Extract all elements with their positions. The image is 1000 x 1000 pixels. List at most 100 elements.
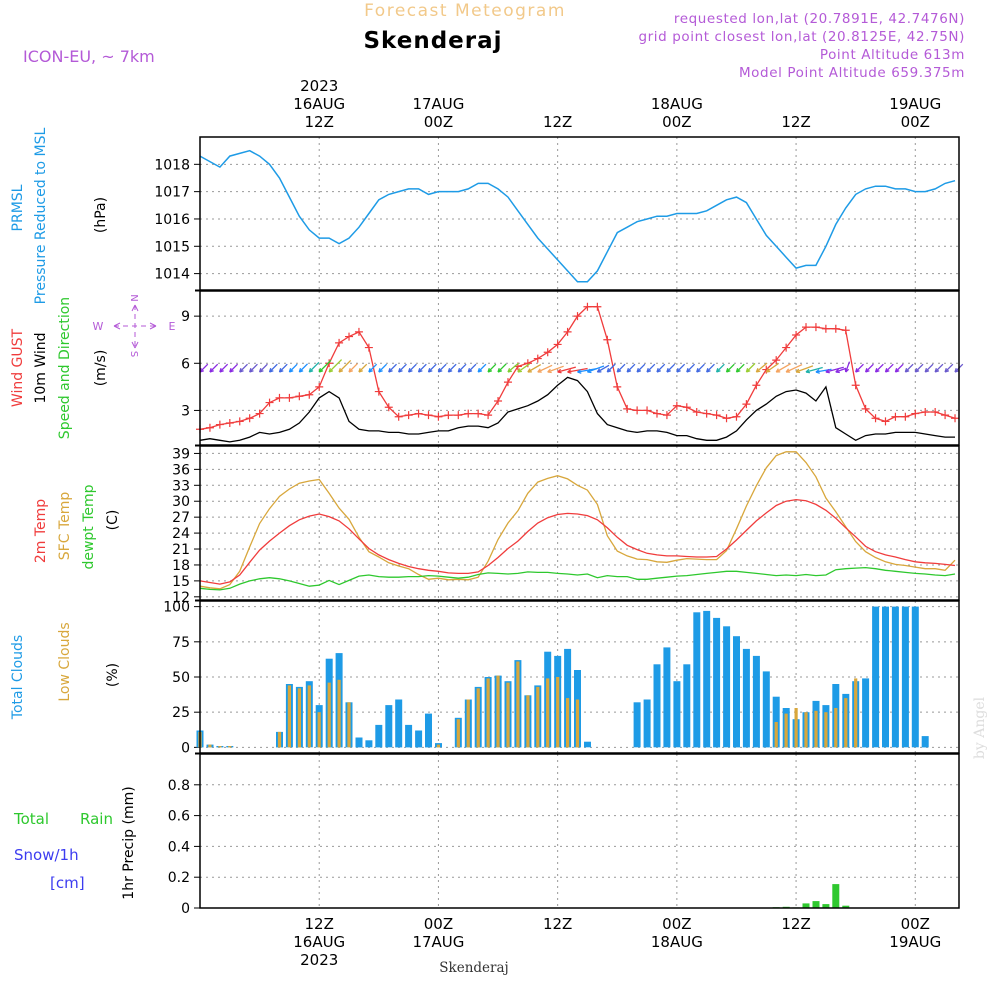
wind-barb-shaft [547, 365, 564, 373]
y-tick-label: 25 [172, 705, 190, 721]
gust-marker [265, 398, 274, 407]
wind-barb-shaft [785, 363, 803, 373]
wind-barb-shaft [408, 363, 417, 373]
gust-marker [901, 412, 910, 421]
y-tick-label: 15 [172, 574, 190, 590]
cloud-side-labels: Total Clouds Low Clouds (%) [10, 622, 121, 720]
wind-barb-shaft [269, 363, 278, 373]
wind-barb [437, 363, 447, 373]
wind-barb-shaft [765, 362, 780, 373]
wind-barb-head [288, 368, 294, 373]
gust-marker [931, 408, 940, 416]
gust-marker [583, 302, 592, 311]
wind-barb-shaft [338, 359, 352, 373]
wind-barb-head [785, 368, 791, 373]
low-cloud-bar [337, 679, 341, 748]
wind-barb-shaft [706, 363, 715, 373]
y-tick-label: 100 [163, 600, 190, 616]
wind-barb-shaft [855, 363, 864, 373]
wind-barb-head [904, 368, 910, 373]
gust-marker [305, 390, 314, 399]
gust-marker [275, 393, 284, 402]
bottom-time-label: 12Z [543, 915, 572, 933]
wind-barb [268, 363, 278, 373]
low-cloud-bar [804, 712, 808, 748]
wind-barb-head [954, 368, 960, 373]
wind-barb [278, 363, 288, 373]
wind-barb-shaft [457, 363, 467, 373]
t2m-line [199, 498, 956, 585]
wind-barb-head [497, 368, 503, 373]
precip-unit: 1hr Precip (mm) [121, 786, 137, 899]
total-cloud-bar [584, 741, 591, 748]
wind-barb-head [666, 368, 671, 373]
wind-barb [874, 363, 884, 373]
top-time-label: 17AUG [412, 95, 464, 113]
gust-marker [235, 417, 244, 426]
low-cloud-bar [824, 712, 828, 748]
gust-marker [424, 411, 433, 420]
gust-marker [543, 348, 552, 357]
wind-barb-shaft [606, 363, 616, 373]
y-tick-label: 24 [172, 526, 190, 542]
wind-barb-shaft [229, 363, 239, 373]
pressure-line [199, 149, 956, 283]
wind-barb-shaft [885, 363, 894, 373]
wind-barb-head [437, 368, 443, 373]
total-cloud-bar [762, 671, 770, 748]
wind-barb-shaft [726, 363, 735, 373]
wind-barb-shaft [686, 363, 696, 373]
wind-barb-head [547, 368, 552, 374]
gust-marker [454, 411, 463, 420]
low-cloud-bar [327, 682, 331, 748]
bottom-time-label: 00Z [901, 915, 930, 933]
bottom-time-label: 18AUG [651, 933, 703, 951]
wind-barb-shaft [825, 366, 844, 373]
wind-barb-head [328, 368, 334, 373]
wind-barb [249, 363, 258, 373]
wind-barb-head [725, 368, 731, 373]
wind-barb [477, 363, 487, 373]
top-time-label: 2023 [300, 77, 338, 95]
low-cloud-bar [347, 702, 351, 748]
wind-barb-shaft [676, 363, 686, 373]
wind-barb-head [318, 368, 324, 373]
wind-barb-head [686, 368, 691, 373]
wind-barb-head [914, 368, 920, 373]
wind-barb-head [715, 368, 721, 373]
wind-barb-head [646, 368, 652, 373]
gust-marker [255, 409, 264, 418]
wind-barb-head [815, 369, 820, 374]
total-cloud-bar [723, 626, 731, 748]
footer-location: Skenderaj [439, 960, 508, 976]
wind-barb-shaft [477, 363, 487, 373]
speed-direction-label: Speed and Direction [57, 297, 73, 439]
wind-barb-head [616, 368, 622, 373]
wind-barb-head [596, 368, 602, 373]
y-tick-label: 30 [172, 494, 190, 510]
bottom-time-label: 00Z [662, 915, 691, 933]
y-tick-label: 1014 [154, 267, 190, 283]
low-cloud-bar [814, 710, 818, 748]
wind-barb-head [567, 369, 572, 374]
wind-barb [358, 363, 368, 373]
wind-barb [427, 363, 437, 373]
gust-marker [732, 412, 741, 421]
wind-barb-head [805, 368, 811, 374]
total-cloud-bar [901, 606, 909, 748]
wind-barb-head [398, 368, 403, 373]
wind-barb-head [517, 368, 523, 373]
wind-barb-shaft [288, 363, 298, 373]
gust-marker [881, 417, 890, 426]
wind-barb-shaft [865, 363, 874, 373]
low-cloud-bar [496, 675, 500, 748]
wind-barb-shaft [894, 363, 904, 373]
point-altitude: Point Altitude 613m [820, 47, 965, 63]
total-cloud-bar [425, 713, 432, 748]
model-altitude: Model Point Altitude 659.375m [739, 65, 965, 81]
wind-barb [666, 363, 676, 373]
snow-label: Snow/1h [14, 846, 79, 864]
gust-marker [811, 323, 820, 332]
